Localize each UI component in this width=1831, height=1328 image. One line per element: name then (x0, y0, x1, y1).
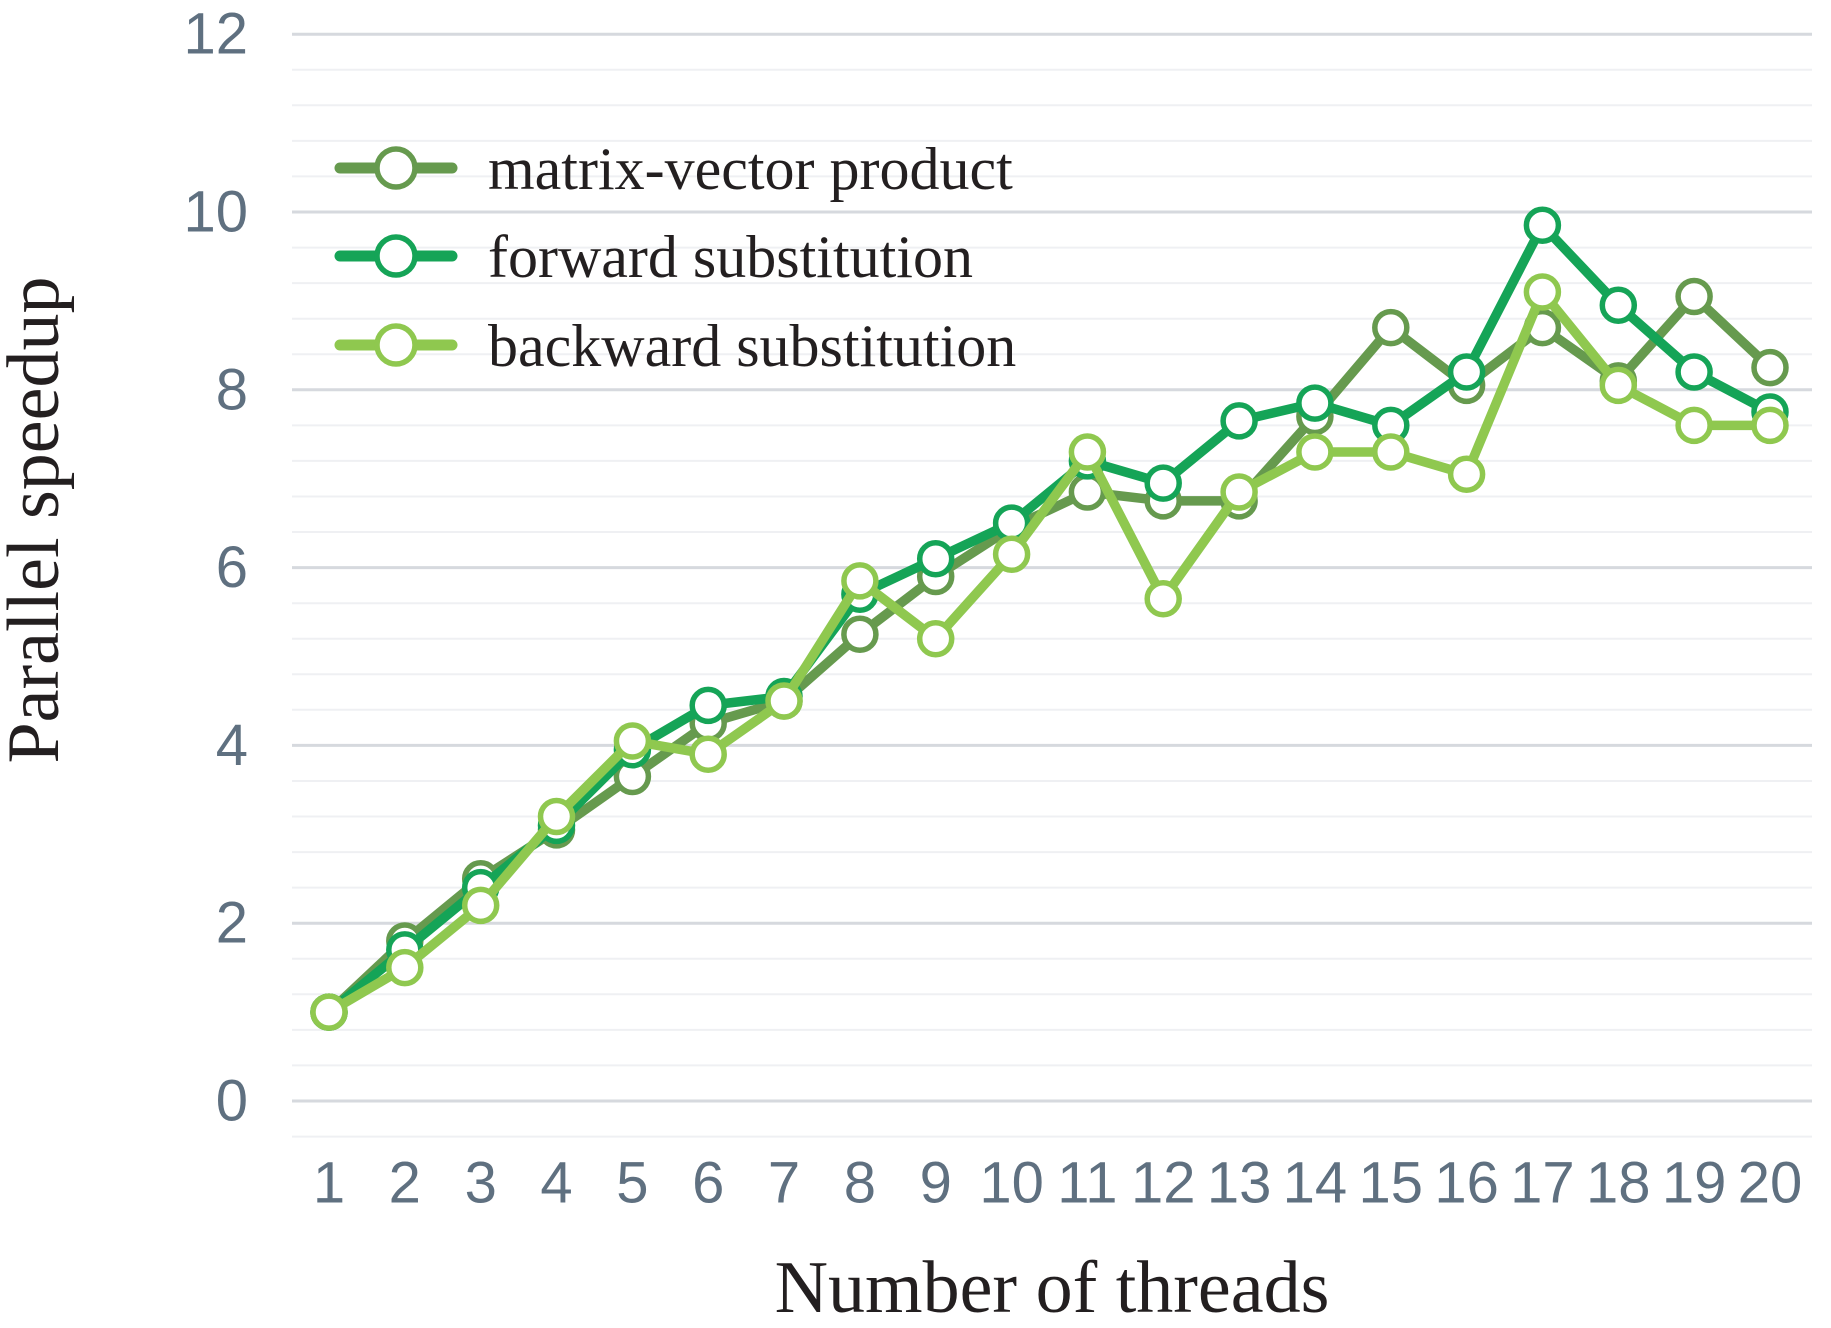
data-point-marker (613, 722, 652, 760)
y-tick-label: 4 (216, 713, 248, 778)
y-tick-label: 6 (216, 535, 248, 600)
data-point-marker (765, 682, 803, 720)
data-point-marker (1675, 277, 1713, 316)
data-point-marker (1599, 286, 1638, 325)
legend-marker-icon (374, 146, 418, 190)
data-point-marker (1144, 579, 1182, 618)
data-point-marker (1599, 366, 1638, 405)
legend-label: backward substitution (488, 313, 1016, 379)
data-point-marker (916, 539, 955, 578)
x-tick-label: 15 (1359, 1151, 1424, 1216)
data-point-marker (1523, 273, 1562, 311)
series-layer (310, 206, 1789, 1031)
x-tick-label: 3 (465, 1151, 497, 1216)
data-point-marker (1220, 402, 1258, 440)
data-point-marker (1068, 433, 1107, 471)
x-tick-label: 19 (1662, 1151, 1727, 1216)
legend-marker-icon (374, 323, 418, 367)
x-tick-label: 5 (616, 1151, 648, 1216)
data-point-marker (1447, 353, 1486, 391)
series-line-matrix-vector-product (324, 291, 1775, 1017)
data-point-marker (916, 619, 955, 658)
x-tick-label: 13 (1207, 1151, 1272, 1216)
x-tick-label: 11 (1057, 1151, 1117, 1216)
data-point-marker (841, 562, 879, 600)
y-axis-tick-labels: 0 2 4 6 8 10 12 (183, 2, 248, 1134)
data-point-marker (689, 686, 727, 725)
x-tick-label: 9 (920, 1151, 952, 1216)
data-point-marker (1751, 406, 1789, 445)
y-tick-label: 8 (216, 357, 248, 422)
data-point-marker (310, 993, 348, 1031)
x-tick-label: 8 (844, 1151, 876, 1216)
x-tick-label: 1 (313, 1151, 345, 1216)
y-tick-label: 2 (216, 891, 248, 956)
y-tick-label: 0 (216, 1069, 248, 1134)
x-tick-label: 20 (1738, 1151, 1803, 1216)
x-tick-label: 6 (692, 1151, 724, 1216)
x-tick-label: 14 (1283, 1151, 1348, 1216)
minor-gridlines (292, 68, 1812, 1138)
data-point-marker (1675, 353, 1713, 391)
x-tick-label: 4 (540, 1151, 572, 1216)
data-point-marker (1675, 406, 1713, 445)
data-point-marker (1372, 308, 1410, 347)
legend-marker-icon (374, 234, 418, 278)
series-backward-substitution (310, 273, 1789, 1031)
legend-item-forward-substitution: forward substitution (334, 224, 973, 290)
data-point-marker (1447, 455, 1486, 494)
data-point-marker (1144, 464, 1182, 502)
x-tick-label: 18 (1586, 1151, 1651, 1216)
data-point-marker (461, 886, 500, 925)
data-point-marker (1296, 384, 1334, 422)
y-axis-title: Parallel speedup (0, 277, 75, 764)
legend-item-backward-substitution: backward substitution (334, 313, 1016, 379)
x-tick-label: 10 (979, 1151, 1044, 1216)
y-tick-label: 10 (183, 180, 248, 245)
series-matrix-vector-product (310, 277, 1789, 1031)
x-axis-title: Number of threads (775, 1247, 1330, 1328)
data-point-marker (992, 535, 1031, 574)
data-point-marker (537, 797, 576, 836)
x-tick-label: 12 (1131, 1151, 1196, 1216)
data-point-marker (1296, 433, 1334, 471)
data-point-marker (689, 735, 727, 774)
x-axis-tick-labels: 1 2 3 4 5 6 7 8 9 10 11 12 13 14 15 16 17 18 19 20 (313, 1151, 1802, 1216)
y-tick-label: 12 (183, 2, 248, 67)
data-point-marker (1372, 433, 1410, 471)
data-point-marker (841, 615, 879, 654)
data-point-marker (1220, 473, 1258, 511)
legend-item-matrix-vector-product: matrix-vector product (334, 136, 1013, 202)
data-point-marker (1751, 348, 1789, 387)
major-gridlines (292, 32, 1812, 1103)
data-point-marker (1523, 206, 1562, 245)
legend-label: forward substitution (488, 224, 973, 290)
x-tick-label: 2 (389, 1151, 421, 1216)
legend: matrix-vector product forward substituti… (334, 136, 1016, 379)
x-tick-label: 17 (1510, 1151, 1575, 1216)
series-line-backward-substitution (324, 287, 1775, 1017)
x-tick-label: 7 (768, 1151, 800, 1216)
x-tick-label: 16 (1434, 1151, 1499, 1216)
data-point-marker (386, 948, 424, 987)
legend-label: matrix-vector product (488, 136, 1013, 202)
